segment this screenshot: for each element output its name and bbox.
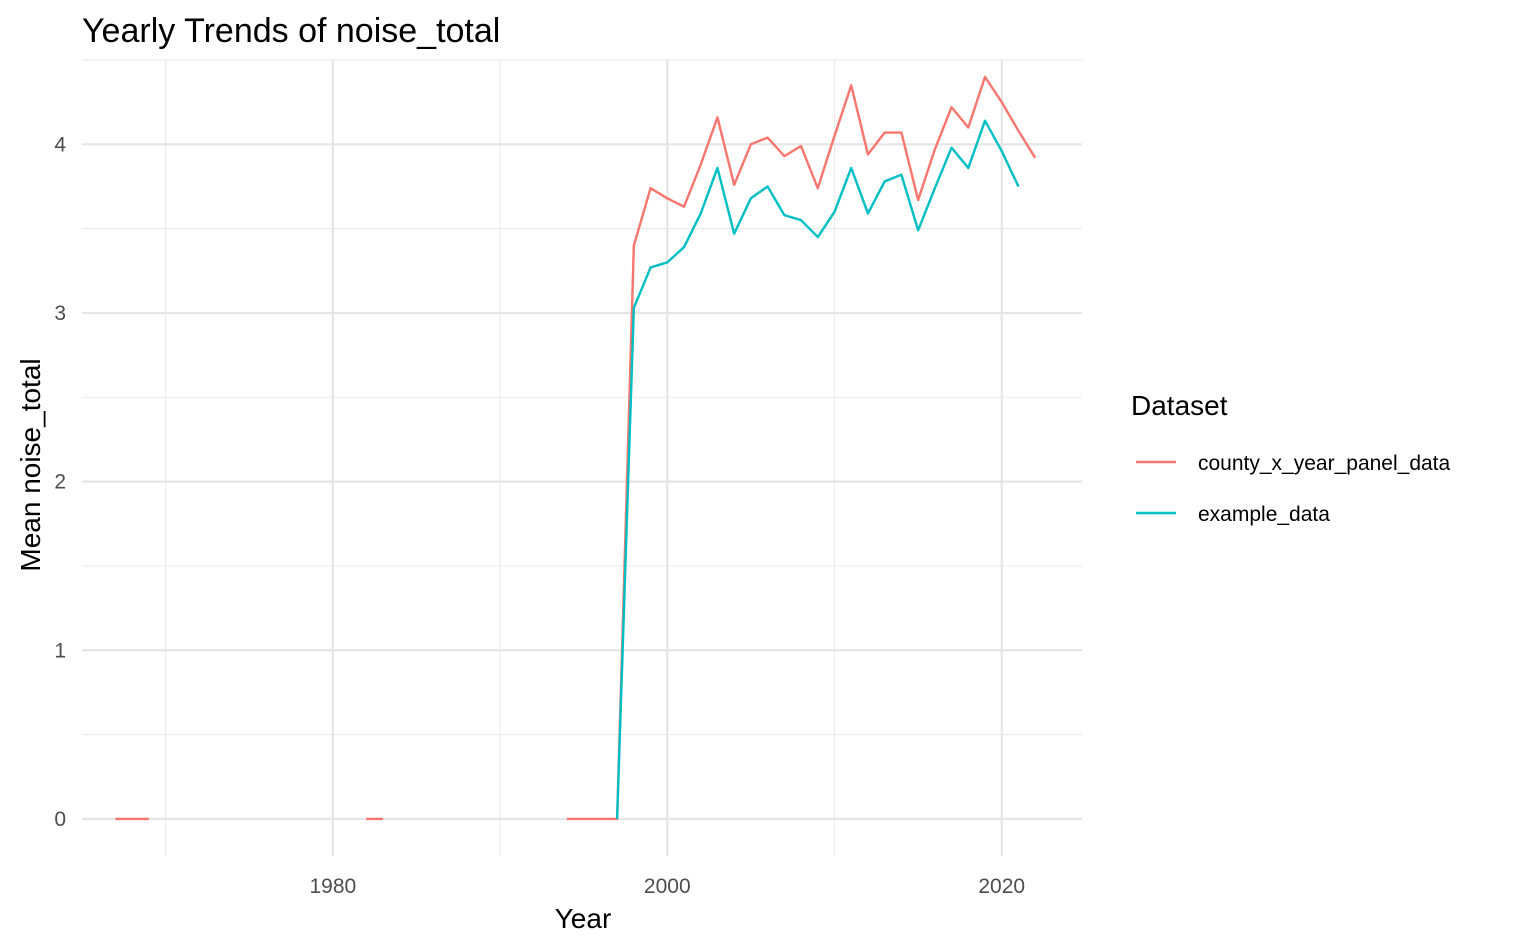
x-tick-label: 2000 — [644, 875, 691, 898]
legend-label: example_data — [1198, 503, 1330, 526]
y-tick-label: 2 — [54, 471, 66, 494]
y-axis-ticks: 0 1 2 3 4 — [54, 133, 66, 831]
y-tick-label: 3 — [54, 302, 66, 325]
legend-title: Dataset — [1131, 390, 1228, 421]
x-tick-label: 1980 — [309, 875, 356, 898]
x-axis-title: Year — [555, 903, 612, 934]
x-tick-label: 2020 — [978, 875, 1025, 898]
y-axis-title: Mean noise_total — [15, 358, 46, 571]
chart-title: Yearly Trends of noise_total — [82, 12, 500, 50]
series-line-example_data — [615, 119, 1020, 819]
minor-gridlines — [82, 59, 1082, 856]
x-axis-ticks: 1980 2000 2020 — [309, 875, 1025, 898]
legend-items: county_x_year_panel_data example_data — [1136, 452, 1451, 526]
legend: Dataset county_x_year_panel_data example_… — [1131, 390, 1451, 526]
series-lines — [115, 75, 1037, 821]
series-line-county_x_year_panel_data — [566, 75, 1037, 821]
major-gridlines — [82, 60, 1082, 856]
legend-label: county_x_year_panel_data — [1198, 452, 1451, 475]
y-tick-label: 4 — [54, 133, 66, 156]
y-tick-label: 1 — [54, 639, 66, 662]
y-tick-label: 0 — [54, 808, 66, 831]
